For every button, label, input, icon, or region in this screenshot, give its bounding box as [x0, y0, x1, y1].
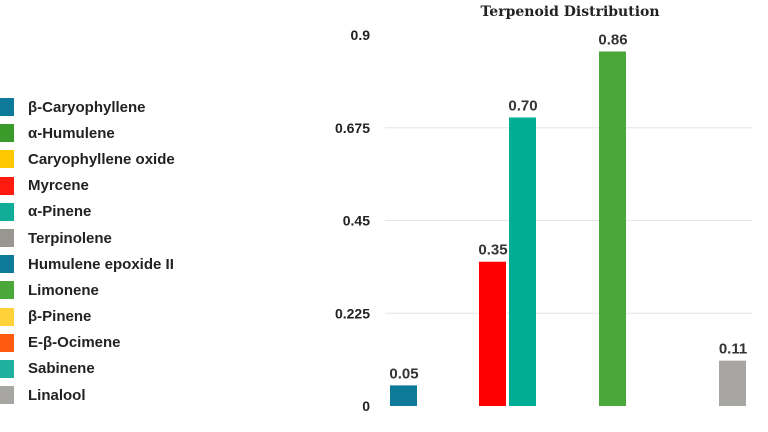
data-label: 0.05: [389, 365, 418, 382]
bar-Myrcene: [479, 261, 506, 406]
legend-item: β-Caryophyllene: [0, 94, 175, 120]
legend-label: Sabinene: [28, 360, 95, 378]
legend-item: Sabinene: [0, 356, 175, 382]
legend-item: α-Pinene: [0, 199, 175, 225]
legend-swatch: [0, 255, 14, 274]
legend-swatch: [0, 150, 14, 169]
legend-label: β-Pinene: [28, 308, 92, 326]
bar-Linalool: [719, 360, 746, 406]
legend-label: α-Pinene: [28, 203, 92, 221]
y-tick-label: 0.9: [351, 27, 371, 43]
legend-label: β-Caryophyllene: [28, 98, 146, 116]
y-tick-label: 0.45: [343, 213, 370, 229]
legend-swatch: [0, 281, 14, 300]
data-label: 0.86: [598, 31, 627, 48]
legend-swatch: [0, 333, 14, 352]
data-label: 0.70: [508, 97, 537, 114]
legend-swatch: [0, 229, 14, 248]
legend-label: Linalool: [28, 386, 86, 404]
legend-item: E-β-Ocimene: [0, 330, 175, 356]
legend-label: Humulene epoxide II: [28, 255, 174, 273]
legend-label: Caryophyllene oxide: [28, 150, 175, 168]
legend-item: Caryophyllene oxide: [0, 146, 175, 172]
legend-swatch: [0, 359, 14, 378]
legend-swatch: [0, 124, 14, 143]
legend-label: Myrcene: [28, 177, 89, 195]
legend-item: Linalool: [0, 382, 175, 408]
legend-label: Terpinolene: [28, 229, 112, 247]
legend-swatch: [0, 202, 14, 221]
y-tick-label: 0: [362, 398, 370, 414]
legend-item: Humulene epoxide II: [0, 251, 175, 277]
legend-label: α-Humulene: [28, 124, 115, 142]
bar-Limonene: [599, 51, 626, 406]
legend-swatch: [0, 98, 14, 117]
y-tick-label: 0.675: [335, 120, 370, 136]
y-tick-label: 0.225: [335, 305, 370, 321]
legend-swatch: [0, 176, 14, 195]
legend-item: Myrcene: [0, 173, 175, 199]
legend-item: Terpinolene: [0, 225, 175, 251]
legend-swatch: [0, 386, 14, 405]
legend-label: E-β-Ocimene: [28, 334, 121, 352]
legend: β-Caryophyllene α-Humulene Caryophyllene o…: [0, 94, 175, 408]
chart-title: Terpenoid Distribution: [480, 4, 660, 20]
bar-β-Caryophyllene: [390, 385, 417, 406]
legend-item: α-Humulene: [0, 120, 175, 146]
data-label: 0.11: [719, 341, 747, 358]
bar-α-Pinene: [509, 117, 536, 406]
legend-item: Limonene: [0, 277, 175, 303]
data-label: 0.35: [478, 242, 507, 259]
legend-swatch: [0, 307, 14, 326]
legend-item: β-Pinene: [0, 304, 175, 330]
legend-label: Limonene: [28, 281, 99, 299]
